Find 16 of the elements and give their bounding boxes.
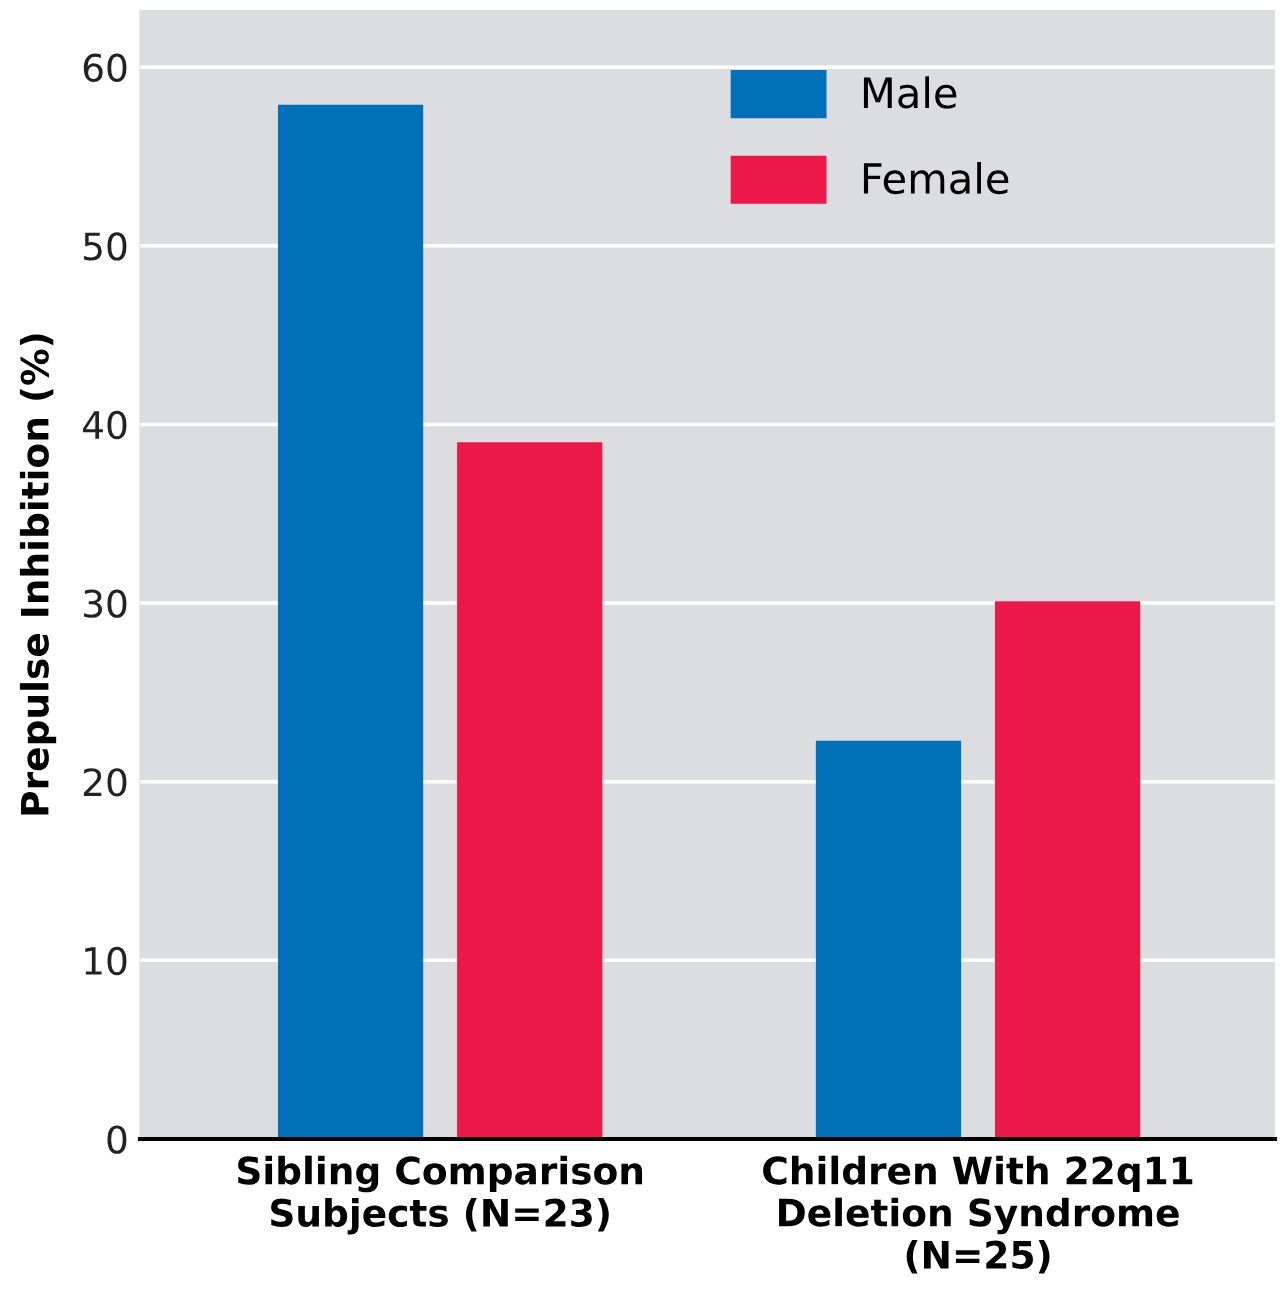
bar [995,601,1141,1139]
legend-label: Male [863,76,957,109]
bar [277,104,424,1139]
y-tick-label: 40 [83,410,127,440]
x-tick-label: Children With 22q11 Deletion Syndrome (N=25) [763,1155,1193,1274]
y-tick-label: 60 [83,53,127,82]
x-tick-label: Sibling Comparison Subjects (N=23) [238,1155,643,1235]
y-tick-label: 30 [84,589,127,618]
bar [457,442,603,1139]
y-tick-label: 0 [107,1125,127,1154]
y-tick-label: 10 [85,946,127,976]
y-tick-label: 50 [84,232,127,261]
bar [815,740,962,1139]
y-axis-title: Prepulse Inhibition (%) [19,334,57,815]
legend-label: Female [863,161,1009,195]
y-tick-label: 20 [83,768,127,797]
